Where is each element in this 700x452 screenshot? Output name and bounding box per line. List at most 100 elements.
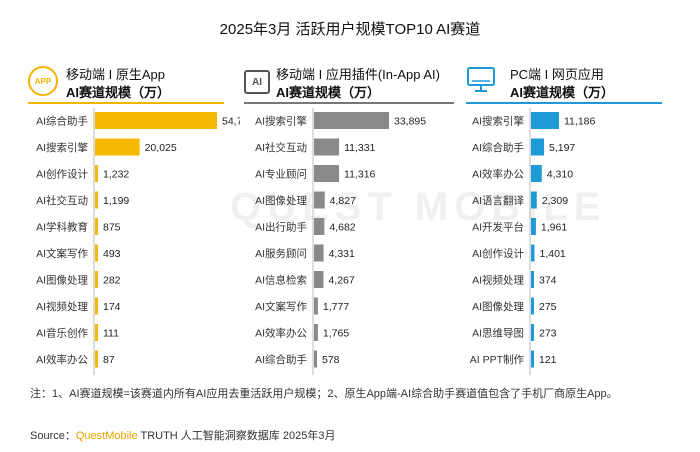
category-label: AI图像处理 — [255, 195, 307, 207]
value-label: 578 — [322, 354, 340, 366]
value-label: 11,331 — [344, 142, 375, 154]
source-prefix: Source： — [30, 430, 76, 442]
category-label: AI服务顾问 — [255, 247, 307, 260]
category-label: AI创作设计 — [36, 168, 88, 181]
category-label: AI视频处理 — [36, 300, 88, 313]
value-label: 275 — [539, 301, 557, 313]
category-label: AI音乐创作 — [36, 327, 88, 340]
bar — [95, 244, 98, 262]
bar-chart-pc-web: AI搜索引擎 11,186 AI综合助手 5,197 AI效率办公 4,310 AI语言翻译… — [470, 108, 595, 375]
category-label: AI效率办公 — [255, 327, 307, 340]
chart-title: 2025年3月 活跃用户规模TOP10 AI赛道 — [219, 21, 481, 38]
bar — [531, 218, 536, 235]
value-label: 4,827 — [330, 195, 356, 207]
value-label: 11,316 — [344, 169, 375, 181]
bar — [314, 165, 340, 182]
category-label: AI搜索引擎 — [472, 115, 524, 128]
category-label: AI图像处理 — [472, 301, 524, 313]
bar-chart-in-app-ai: AI搜索引擎 33,895 AI社交互动 11,331 AI专业顾问 11,316 AI图像… — [255, 108, 426, 375]
value-label: 121 — [539, 354, 557, 366]
value-label: 2,309 — [542, 195, 568, 207]
category-label: AI视频处理 — [472, 274, 524, 287]
category-label: AI开发平台 — [472, 221, 524, 234]
value-label: 374 — [539, 275, 557, 287]
bar — [531, 165, 542, 182]
value-label: 20,025 — [145, 142, 177, 154]
bar — [314, 244, 324, 262]
bar — [314, 350, 317, 368]
bar — [95, 191, 98, 209]
bar — [531, 297, 534, 315]
panel-header-inapp: AI 移动端 I 应用插件(In-App AI) AI赛道规模（万） — [244, 62, 454, 104]
bar — [314, 297, 318, 315]
value-label: 54,774 — [222, 116, 240, 128]
panel-header-line1: 移动端 I 应用插件(In-App AI) — [276, 67, 440, 82]
bar — [531, 112, 559, 129]
value-label: 1,765 — [323, 328, 349, 340]
bar — [531, 271, 534, 288]
panel-header-line2: AI赛道规模（万） — [510, 85, 615, 100]
category-label: AI效率办公 — [472, 168, 524, 181]
value-label: 111 — [103, 328, 119, 340]
bar — [95, 138, 140, 156]
value-label: 4,331 — [329, 248, 355, 260]
value-label: 1,777 — [323, 301, 349, 313]
category-label: AI搜索引擎 — [36, 141, 88, 154]
value-label: 33,895 — [394, 116, 426, 128]
bar — [95, 165, 98, 182]
category-label: AI社交互动 — [255, 141, 307, 154]
panel-header-pc: PC端 I 网页应用 AI赛道规模（万） — [466, 62, 662, 104]
bar — [95, 297, 98, 315]
bar — [531, 324, 534, 341]
category-label: AI思维导图 — [472, 327, 524, 340]
value-label: 87 — [103, 354, 115, 366]
category-label: AI专业顾问 — [255, 168, 307, 181]
bar — [314, 271, 324, 288]
source-brand: QuestMobile — [75, 430, 138, 442]
value-label: 11,186 — [564, 116, 595, 128]
app-icon: APP — [28, 66, 58, 96]
footnote: 注：1、AI赛道规模=该赛道内所有AI应用去重活跃用户规模；2、原生App端-A… — [30, 388, 618, 400]
bar — [531, 138, 545, 156]
value-label: 174 — [103, 301, 121, 313]
bar — [314, 324, 318, 341]
panel-divider — [244, 102, 454, 104]
value-label: 1,232 — [103, 169, 129, 181]
bar — [95, 218, 98, 235]
bar — [95, 112, 217, 129]
category-label: AI PPT制作 — [470, 353, 525, 366]
panel-header-line2: AI赛道规模（万） — [276, 85, 381, 100]
category-label: AI创作设计 — [472, 247, 524, 260]
category-label: AI综合助手 — [36, 115, 88, 128]
ai-icon: AI — [244, 70, 270, 94]
value-label: 1,961 — [541, 222, 567, 234]
value-label: 5,197 — [549, 142, 575, 154]
bar — [314, 191, 325, 209]
value-label: 875 — [103, 222, 121, 234]
bar — [95, 324, 98, 341]
category-label: AI综合助手 — [472, 141, 524, 154]
source-rest: TRUTH 人工智能洞察数据库 2025年3月 — [137, 430, 336, 442]
value-label: 493 — [103, 248, 121, 260]
category-label: AI语言翻译 — [472, 194, 524, 207]
bar — [531, 350, 534, 368]
monitor-icon — [466, 64, 496, 94]
category-label: AI文案写作 — [36, 247, 88, 260]
category-label: AI社交互动 — [36, 194, 88, 207]
bar — [314, 218, 325, 235]
category-label: AI图像处理 — [36, 275, 88, 287]
value-label: 273 — [539, 328, 557, 340]
value-label: 4,267 — [328, 275, 354, 287]
bar — [95, 271, 98, 288]
value-label: 4,682 — [329, 222, 355, 234]
panel-header-line2: AI赛道规模（万） — [66, 85, 171, 100]
value-label: 282 — [103, 275, 121, 287]
category-label: AI搜索引擎 — [255, 115, 307, 128]
value-label: 4,310 — [547, 169, 573, 181]
category-label: AI文案写作 — [255, 300, 307, 313]
category-label: AI出行助手 — [255, 221, 307, 234]
bar — [95, 350, 98, 368]
bar — [531, 191, 537, 209]
panel-divider — [28, 102, 224, 104]
watermark: QUEST MOBILE — [230, 185, 607, 229]
